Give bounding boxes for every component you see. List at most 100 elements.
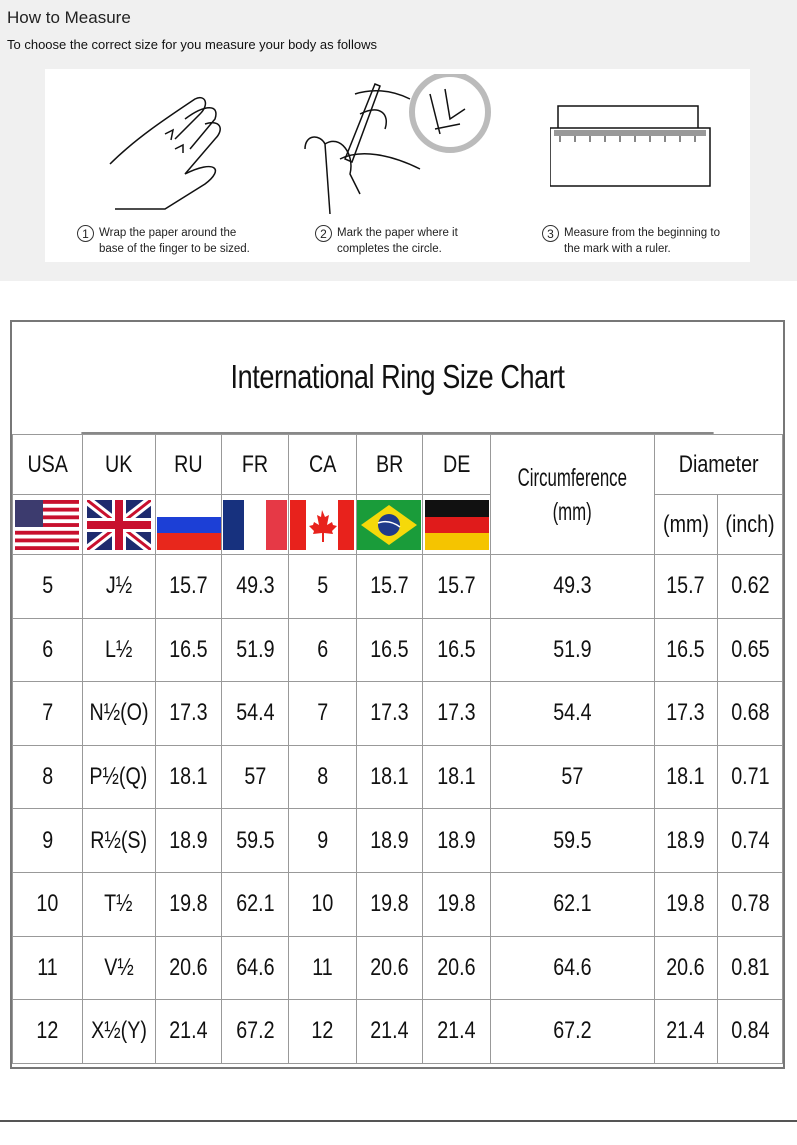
table-cell: 0.65 [716,617,784,683]
column-header-label: RU [174,450,203,478]
step-number: 3 [542,225,559,242]
table-cell: 19.8 [422,871,492,937]
column-header-usa: USA [12,434,83,495]
diameter-mm-header: (mm) [653,494,718,555]
cell-value: 49.3 [553,572,592,600]
cell-value: 62.1 [236,890,275,918]
cell-value: 0.65 [730,635,770,663]
cell-value: 59.5 [553,826,592,854]
cell-value: J½ [105,572,132,600]
cell-value: 11 [312,953,333,981]
column-header-label: BR [375,450,404,478]
cell-value: 17.3 [370,699,409,727]
table-cell: 7 [12,681,83,746]
cell-value: 18.9 [666,826,705,854]
cell-value: 20.6 [666,953,705,981]
table-cell: 64.6 [221,935,290,1001]
column-header-br: BR [355,434,424,495]
cell-value: 5 [41,572,53,600]
table-cell: 62.1 [490,871,655,937]
table-cell: 6 [288,617,357,683]
table-cell: 5 [288,554,357,619]
table-cell: 9 [12,808,83,873]
cell-value: X½(Y) [90,1017,147,1045]
diameter-inch-label: (inch) [725,510,775,538]
table-cell: 8 [288,744,357,810]
flag-cell [355,494,424,555]
diameter-label: Diameter [678,450,759,478]
flag-cell [288,494,357,555]
table-cell: 0.81 [716,935,784,1001]
step-2: 2 Mark the paper where it completes the c… [315,225,458,257]
cell-value: 15.7 [370,572,409,600]
table-cell: 21.4 [355,999,424,1064]
cell-value: 64.6 [553,953,592,981]
step-3: 3 Measure from the beginning to the mark … [542,225,720,257]
table-cell: 0.84 [716,999,784,1064]
cell-value: 8 [316,763,328,791]
table-cell: 49.3 [490,554,655,619]
cell-value: 6 [316,635,328,663]
table-cell: P½(Q) [81,744,156,810]
circumference-header: Circumference (mm) [490,434,655,555]
cell-value: 0.62 [730,572,770,600]
cell-value: 54.4 [236,699,275,727]
cell-value: 19.8 [169,890,208,918]
cell-value: 15.7 [169,572,208,600]
column-header-label: USA [27,450,68,478]
cell-value: 15.7 [437,572,476,600]
table-row: 9 R½(S) 18.9 59.5 9 18.9 18.9 59.5 18.9 0.74 [12,808,784,873]
cell-value: 0.68 [730,699,770,727]
flag-cell [221,494,290,555]
cell-value: 17.3 [169,699,208,727]
cell-value: 6 [41,635,53,663]
table-cell: 67.2 [221,999,290,1064]
cell-value: 0.81 [730,953,770,981]
table-cell: X½(Y) [81,999,156,1064]
table-cell: 21.4 [422,999,492,1064]
table-cell: 10 [12,871,83,937]
step-text: base of the finger to be sized. [99,243,250,255]
cell-value: 62.1 [553,890,592,918]
cell-value: 18.1 [437,763,476,791]
uk-flag-icon [86,499,151,550]
table-cell: 15.7 [355,554,424,619]
flag-cell [12,494,83,555]
table-cell: 21.4 [154,999,223,1064]
table-row: 8 P½(Q) 18.1 57 8 18.1 18.1 57 18.1 0.71 [12,744,784,810]
table-cell: 57 [221,744,290,810]
table-cell: 17.3 [653,681,718,746]
ru-flag-icon [156,499,221,550]
table-cell: 20.6 [355,935,424,1001]
table-cell: 64.6 [490,935,655,1001]
cell-value: 57 [561,763,584,791]
cell-value: 54.4 [553,699,592,727]
table-cell: 6 [12,617,83,683]
table-row: 7 N½(O) 17.3 54.4 7 17.3 17.3 54.4 17.3 0.68 [12,681,784,746]
circumference-label: Circumference [517,463,628,492]
table-cell: 18.1 [355,744,424,810]
table-cell: 18.1 [422,744,492,810]
step-number: 2 [315,225,332,242]
table-cell: 0.68 [716,681,784,746]
table-cell: 17.3 [154,681,223,746]
table-cell: 59.5 [490,808,655,873]
column-header-fr: FR [221,434,290,495]
br-flag-icon [357,499,422,550]
column-header-de: DE [422,434,492,495]
section-title: How to Measure [7,8,131,27]
cell-value: 16.5 [437,635,476,663]
step-text: completes the circle. [337,243,442,255]
table-cell: 7 [288,681,357,746]
table-cell: 20.6 [154,935,223,1001]
us-flag-icon [15,499,80,550]
cell-value: 16.5 [169,635,208,663]
measure-steps-panel: 1 Wrap the paper around the base of the f… [45,69,750,262]
cell-value: 10 [36,890,59,918]
column-header-label: UK [105,450,133,478]
cell-value: 0.74 [730,826,770,854]
cell-value: 16.5 [666,635,705,663]
table-cell: 0.78 [716,871,784,937]
cell-value: 0.84 [730,1017,770,1045]
cell-value: 51.9 [553,635,592,663]
